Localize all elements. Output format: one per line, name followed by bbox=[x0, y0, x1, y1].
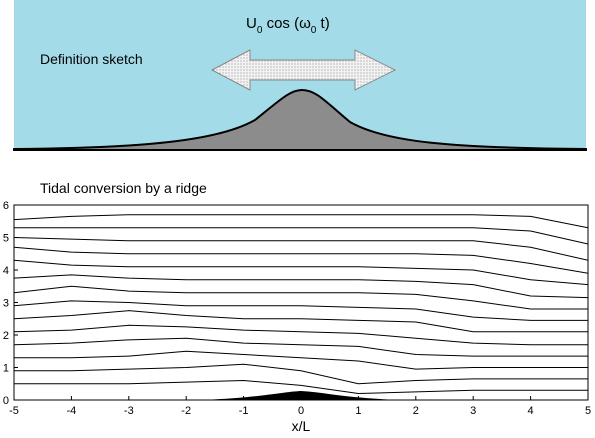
streamline bbox=[13, 214, 589, 229]
y-tick-label: 3 bbox=[3, 298, 9, 310]
x-tick-label: 4 bbox=[528, 405, 534, 417]
x-tick-label: -1 bbox=[239, 405, 249, 417]
y-tick-label: 6 bbox=[3, 200, 9, 212]
streamline bbox=[13, 274, 589, 299]
x-tick-label: -4 bbox=[67, 405, 77, 417]
streamline bbox=[14, 227, 589, 245]
streamline bbox=[13, 237, 589, 261]
forcing-part: t) bbox=[316, 15, 329, 32]
forcing-part: 0 bbox=[257, 25, 263, 36]
y-tick-label: 4 bbox=[3, 265, 9, 277]
forcing-part: U bbox=[246, 15, 257, 32]
x-tick-label: 1 bbox=[355, 405, 361, 417]
y-tick-label: 2 bbox=[3, 330, 9, 342]
streamline bbox=[14, 350, 588, 370]
forcing-part: 0 bbox=[311, 25, 317, 36]
x-tick-label: -2 bbox=[181, 405, 191, 417]
ridge-profile bbox=[200, 391, 400, 400]
streamline bbox=[13, 324, 588, 346]
forcing-part: cos (ω bbox=[262, 15, 311, 32]
x-tick-label: 5 bbox=[585, 405, 591, 417]
x-tick-label: -3 bbox=[124, 405, 134, 417]
y-tick-label: 5 bbox=[3, 233, 9, 245]
forcing-arrow bbox=[210, 49, 397, 91]
chart-title: Tidal conversion by a ridge bbox=[40, 180, 207, 196]
streamline bbox=[14, 380, 588, 394]
x-tick-label: 3 bbox=[470, 405, 476, 417]
x-tick-label: -5 bbox=[9, 405, 19, 417]
streamline bbox=[13, 337, 588, 357]
streamline bbox=[13, 285, 588, 310]
streamline bbox=[13, 259, 589, 286]
ridge bbox=[13, 88, 587, 151]
streamline bbox=[14, 363, 588, 385]
y-tick-label: 0 bbox=[3, 395, 9, 407]
sketch-label: Definition sketch bbox=[40, 51, 143, 67]
streamline bbox=[13, 310, 588, 333]
streamline bbox=[13, 300, 588, 321]
x-tick-label: 2 bbox=[413, 405, 419, 417]
streamline bbox=[13, 246, 589, 274]
x-tick-label: 0 bbox=[298, 405, 304, 417]
y-tick-label: 1 bbox=[3, 363, 9, 375]
forcing-label: U0 cos (ω0 t) bbox=[246, 15, 330, 36]
x-axis-label: x/L bbox=[292, 418, 311, 434]
